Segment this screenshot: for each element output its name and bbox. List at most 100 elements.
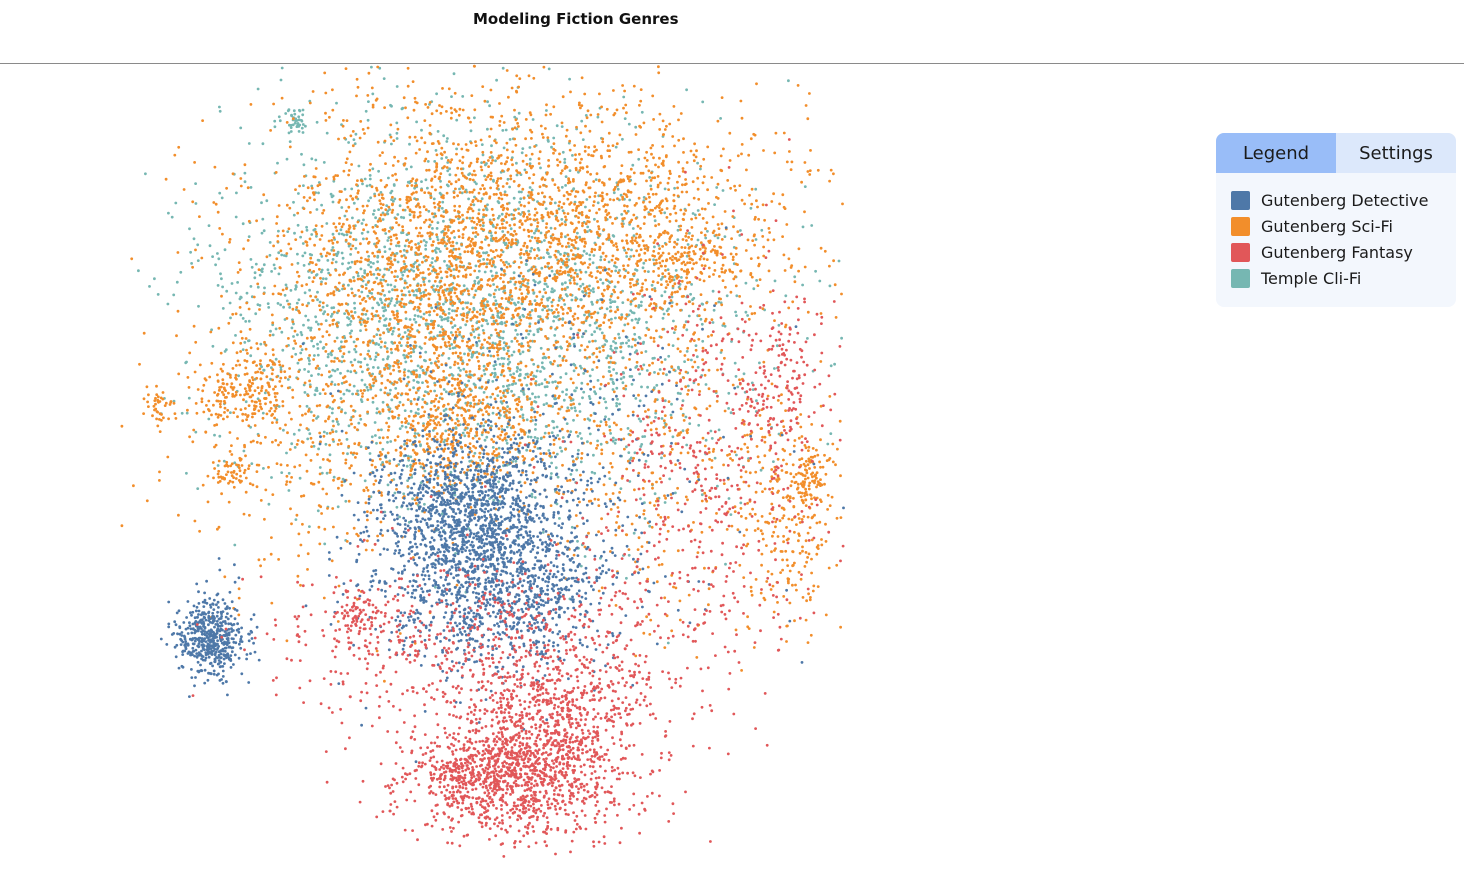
- point-temple-cli-fi: [407, 422, 410, 425]
- point-gutenberg-sci-fi: [551, 233, 555, 237]
- point-gutenberg-sci-fi: [447, 180, 451, 184]
- point-temple-cli-fi: [588, 257, 592, 261]
- point-gutenberg-sci-fi: [589, 172, 592, 176]
- point-gutenberg-sci-fi: [358, 136, 362, 140]
- point-temple-cli-fi: [685, 328, 689, 332]
- point-gutenberg-sci-fi: [538, 185, 542, 189]
- point-gutenberg-sci-fi: [427, 297, 431, 301]
- point-temple-cli-fi: [719, 117, 722, 120]
- point-gutenberg-sci-fi: [506, 346, 510, 350]
- point-temple-cli-fi: [292, 200, 295, 204]
- point-gutenberg-sci-fi: [397, 328, 401, 331]
- point-gutenberg-sci-fi: [710, 318, 714, 321]
- point-gutenberg-sci-fi: [449, 116, 453, 120]
- point-gutenberg-sci-fi: [680, 295, 684, 298]
- point-gutenberg-sci-fi: [583, 145, 587, 149]
- point-temple-cli-fi: [416, 364, 420, 368]
- point-gutenberg-sci-fi: [761, 307, 765, 311]
- point-gutenberg-sci-fi: [624, 103, 628, 107]
- point-temple-cli-fi: [346, 369, 350, 373]
- point-gutenberg-sci-fi: [448, 260, 451, 263]
- point-temple-cli-fi: [249, 285, 253, 288]
- point-gutenberg-sci-fi: [271, 292, 275, 296]
- point-temple-cli-fi: [314, 273, 318, 277]
- point-temple-cli-fi: [581, 335, 584, 339]
- point-gutenberg-sci-fi: [338, 273, 341, 277]
- point-temple-cli-fi: [337, 422, 340, 426]
- scatter-plot[interactable]: [0, 64, 1464, 876]
- point-temple-cli-fi: [592, 453, 595, 457]
- point-gutenberg-sci-fi: [683, 251, 686, 255]
- point-gutenberg-sci-fi: [237, 261, 241, 264]
- point-temple-cli-fi: [359, 329, 362, 332]
- point-gutenberg-sci-fi: [320, 224, 324, 228]
- point-temple-cli-fi: [467, 379, 471, 383]
- point-gutenberg-sci-fi: [562, 194, 566, 198]
- point-gutenberg-sci-fi: [300, 284, 304, 288]
- point-gutenberg-sci-fi: [656, 185, 660, 189]
- point-temple-cli-fi: [578, 432, 582, 435]
- point-temple-cli-fi: [493, 371, 497, 375]
- point-gutenberg-sci-fi: [606, 271, 609, 275]
- point-gutenberg-sci-fi: [503, 162, 507, 166]
- point-temple-cli-fi: [500, 428, 504, 431]
- point-gutenberg-sci-fi: [505, 148, 509, 152]
- point-gutenberg-sci-fi: [314, 167, 318, 170]
- point-gutenberg-sci-fi: [376, 327, 380, 331]
- point-temple-cli-fi: [586, 225, 590, 229]
- point-gutenberg-sci-fi: [635, 249, 638, 253]
- point-gutenberg-sci-fi: [535, 254, 539, 257]
- point-temple-cli-fi: [309, 328, 312, 332]
- point-temple-cli-fi: [324, 442, 328, 446]
- point-gutenberg-sci-fi: [502, 121, 506, 124]
- point-gutenberg-sci-fi: [543, 178, 547, 182]
- point-gutenberg-sci-fi: [449, 106, 453, 110]
- point-temple-cli-fi: [296, 361, 300, 365]
- point-temple-cli-fi: [684, 415, 688, 419]
- point-gutenberg-sci-fi: [354, 344, 358, 348]
- point-temple-cli-fi: [277, 251, 281, 255]
- point-gutenberg-sci-fi: [571, 253, 575, 257]
- point-gutenberg-sci-fi: [512, 213, 516, 217]
- point-gutenberg-sci-fi: [201, 119, 205, 122]
- point-temple-cli-fi: [244, 400, 248, 404]
- point-gutenberg-sci-fi: [280, 96, 284, 100]
- point-gutenberg-sci-fi: [678, 175, 681, 178]
- point-temple-cli-fi: [234, 334, 237, 337]
- point-temple-cli-fi: [387, 416, 391, 420]
- point-gutenberg-sci-fi: [498, 124, 502, 127]
- point-temple-cli-fi: [544, 393, 548, 397]
- point-temple-cli-fi: [388, 317, 392, 321]
- point-temple-cli-fi: [295, 308, 298, 311]
- point-gutenberg-sci-fi: [667, 188, 670, 192]
- point-gutenberg-sci-fi: [452, 229, 456, 233]
- point-gutenberg-sci-fi: [651, 176, 654, 180]
- point-temple-cli-fi: [803, 185, 807, 189]
- point-gutenberg-sci-fi: [439, 270, 443, 274]
- point-temple-cli-fi: [587, 395, 591, 398]
- point-gutenberg-sci-fi: [772, 238, 776, 242]
- point-gutenberg-sci-fi: [669, 299, 673, 302]
- point-gutenberg-sci-fi: [479, 165, 483, 169]
- point-gutenberg-sci-fi: [428, 234, 432, 238]
- point-gutenberg-sci-fi: [434, 188, 437, 192]
- point-gutenberg-sci-fi: [400, 289, 404, 293]
- point-temple-cli-fi: [208, 244, 212, 248]
- point-gutenberg-sci-fi: [488, 284, 492, 288]
- point-temple-cli-fi: [156, 293, 160, 296]
- point-temple-cli-fi: [381, 400, 385, 404]
- point-gutenberg-sci-fi: [569, 249, 573, 252]
- point-gutenberg-sci-fi: [348, 226, 352, 229]
- point-gutenberg-sci-fi: [660, 162, 664, 166]
- point-temple-cli-fi: [518, 315, 522, 319]
- point-temple-cli-fi: [261, 267, 264, 271]
- point-gutenberg-sci-fi: [566, 311, 569, 315]
- point-gutenberg-sci-fi: [521, 187, 525, 191]
- point-temple-cli-fi: [477, 333, 481, 337]
- point-gutenberg-sci-fi: [309, 256, 313, 260]
- point-temple-cli-fi: [421, 398, 425, 401]
- point-gutenberg-sci-fi: [477, 251, 481, 255]
- point-temple-cli-fi: [496, 357, 500, 361]
- point-gutenberg-sci-fi: [729, 252, 733, 256]
- point-temple-cli-fi: [427, 415, 431, 419]
